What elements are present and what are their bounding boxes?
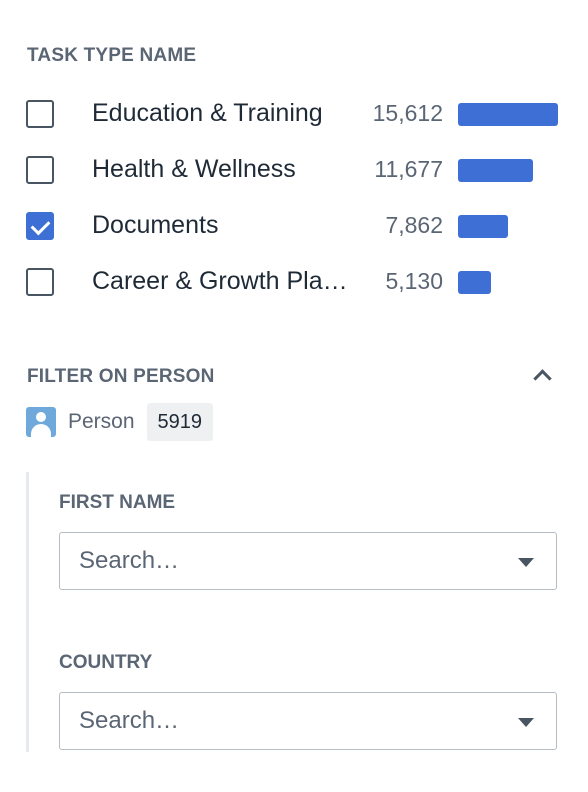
facet-checkbox[interactable] <box>26 268 54 296</box>
facet-count: 15,612 <box>372 100 443 126</box>
facet-count: 5,130 <box>385 268 443 294</box>
caret-down-icon <box>518 718 534 727</box>
check-icon <box>30 215 51 236</box>
facet-row-education-training[interactable]: Education & Training 15,612 <box>26 94 571 150</box>
entity-label: Person <box>68 410 135 433</box>
first-name-label: FIRST NAME <box>59 492 176 513</box>
facet-checkbox[interactable] <box>26 100 54 128</box>
entity-count-badge: 5919 <box>146 403 214 441</box>
facet-row-health-wellness[interactable]: Health & Wellness 11,677 <box>26 150 571 206</box>
facet-label: Education & Training <box>92 99 323 127</box>
facet-count-bar <box>458 103 558 126</box>
facet-label: Documents <box>92 211 219 239</box>
facet-count-bar <box>458 215 508 238</box>
person-icon <box>26 407 56 437</box>
task-type-section-title: TASK TYPE NAME <box>27 45 197 66</box>
person-entity-row: Person 5919 <box>26 403 214 441</box>
country-placeholder: Search… <box>79 707 180 734</box>
country-label: COUNTRY <box>59 652 153 673</box>
filter-on-person-title: FILTER ON PERSON <box>27 366 215 387</box>
collapse-section-button[interactable] <box>530 366 554 388</box>
caret-down-icon <box>518 558 534 567</box>
facet-count: 7,862 <box>385 212 443 238</box>
country-search-select[interactable]: Search… <box>59 692 557 750</box>
person-filter-fields: FIRST NAME Search… COUNTRY Search… <box>26 472 569 752</box>
facet-row-documents[interactable]: Documents 7,862 <box>26 206 571 262</box>
first-name-search-select[interactable]: Search… <box>59 532 557 590</box>
first-name-placeholder: Search… <box>79 547 180 574</box>
facet-row-career-growth[interactable]: Career & Growth Planning 5,130 <box>26 262 571 318</box>
facet-count-bar <box>458 271 491 294</box>
facet-label: Career & Growth Planning <box>92 267 357 295</box>
facet-label: Health & Wellness <box>92 155 296 183</box>
facet-checkbox[interactable] <box>26 212 54 240</box>
task-type-facet-list: Education & Training 15,612 Health & Wel… <box>26 94 571 318</box>
facet-count: 11,677 <box>374 156 443 182</box>
facet-count-bar <box>458 159 533 182</box>
facet-checkbox[interactable] <box>26 156 54 184</box>
chevron-up-icon <box>533 369 552 388</box>
